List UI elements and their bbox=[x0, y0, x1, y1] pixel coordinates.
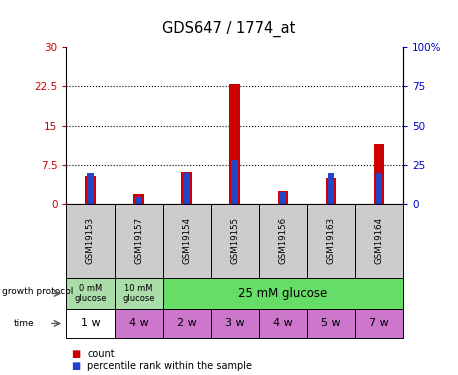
Bar bbox=[87, 173, 94, 204]
Bar bbox=[229, 84, 240, 204]
Bar bbox=[231, 160, 238, 204]
Text: 0 mM
glucose: 0 mM glucose bbox=[74, 284, 107, 303]
Text: 25 mM glucose: 25 mM glucose bbox=[238, 287, 327, 300]
Text: GSM19163: GSM19163 bbox=[327, 217, 335, 264]
Text: count: count bbox=[87, 349, 114, 358]
Text: ■: ■ bbox=[71, 361, 80, 370]
Bar bbox=[326, 178, 336, 204]
Text: 5 w: 5 w bbox=[321, 318, 341, 328]
Text: 1 w: 1 w bbox=[81, 318, 100, 328]
Text: time: time bbox=[14, 319, 34, 328]
Bar bbox=[279, 192, 286, 204]
Text: 10 mM
glucose: 10 mM glucose bbox=[122, 284, 155, 303]
Bar bbox=[181, 172, 192, 204]
Text: 4 w: 4 w bbox=[129, 318, 148, 328]
Text: GSM19153: GSM19153 bbox=[86, 217, 95, 264]
Text: GSM19154: GSM19154 bbox=[182, 217, 191, 264]
Text: GSM19164: GSM19164 bbox=[375, 217, 383, 264]
Text: growth protocol: growth protocol bbox=[2, 287, 74, 296]
Text: 7 w: 7 w bbox=[369, 318, 389, 328]
Bar bbox=[183, 173, 190, 204]
Text: ■: ■ bbox=[71, 349, 80, 358]
Bar bbox=[135, 196, 142, 204]
Text: 3 w: 3 w bbox=[225, 318, 245, 328]
Text: 2 w: 2 w bbox=[177, 318, 196, 328]
Bar bbox=[327, 173, 334, 204]
Bar bbox=[374, 144, 384, 204]
Bar bbox=[278, 191, 288, 204]
Bar bbox=[85, 176, 96, 204]
Text: GSM19156: GSM19156 bbox=[278, 217, 287, 264]
Bar bbox=[376, 173, 382, 204]
Text: GDS647 / 1774_at: GDS647 / 1774_at bbox=[162, 21, 296, 37]
Text: GSM19157: GSM19157 bbox=[134, 217, 143, 264]
Text: percentile rank within the sample: percentile rank within the sample bbox=[87, 361, 252, 370]
Text: GSM19155: GSM19155 bbox=[230, 217, 239, 264]
Bar bbox=[133, 194, 144, 204]
Text: 4 w: 4 w bbox=[273, 318, 293, 328]
